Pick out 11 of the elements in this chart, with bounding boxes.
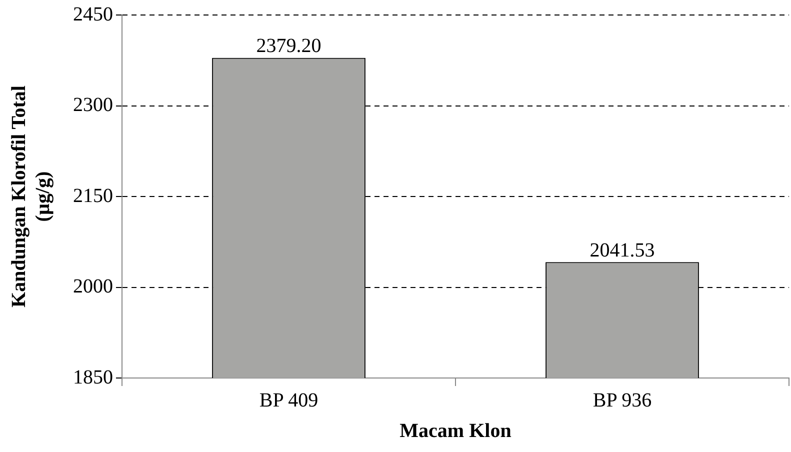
y-tick-label: 2000 (73, 276, 113, 298)
data-label: 2379.20 (256, 35, 322, 58)
y-tick-label: 2300 (73, 94, 113, 116)
y-tick-label: 2450 (73, 3, 113, 26)
y-axis-title: Kandungan Klorofil Total (µg/g) (8, 85, 54, 308)
x-tick-label: BP 409 (259, 389, 318, 412)
data-label: 2041.53 (590, 239, 655, 262)
x-tick-label: BP 936 (592, 389, 652, 412)
y-tick-label: 1850 (73, 366, 113, 388)
x-axis-title: Macam Klon (400, 420, 512, 442)
y-tick-label: 2150 (73, 184, 113, 207)
